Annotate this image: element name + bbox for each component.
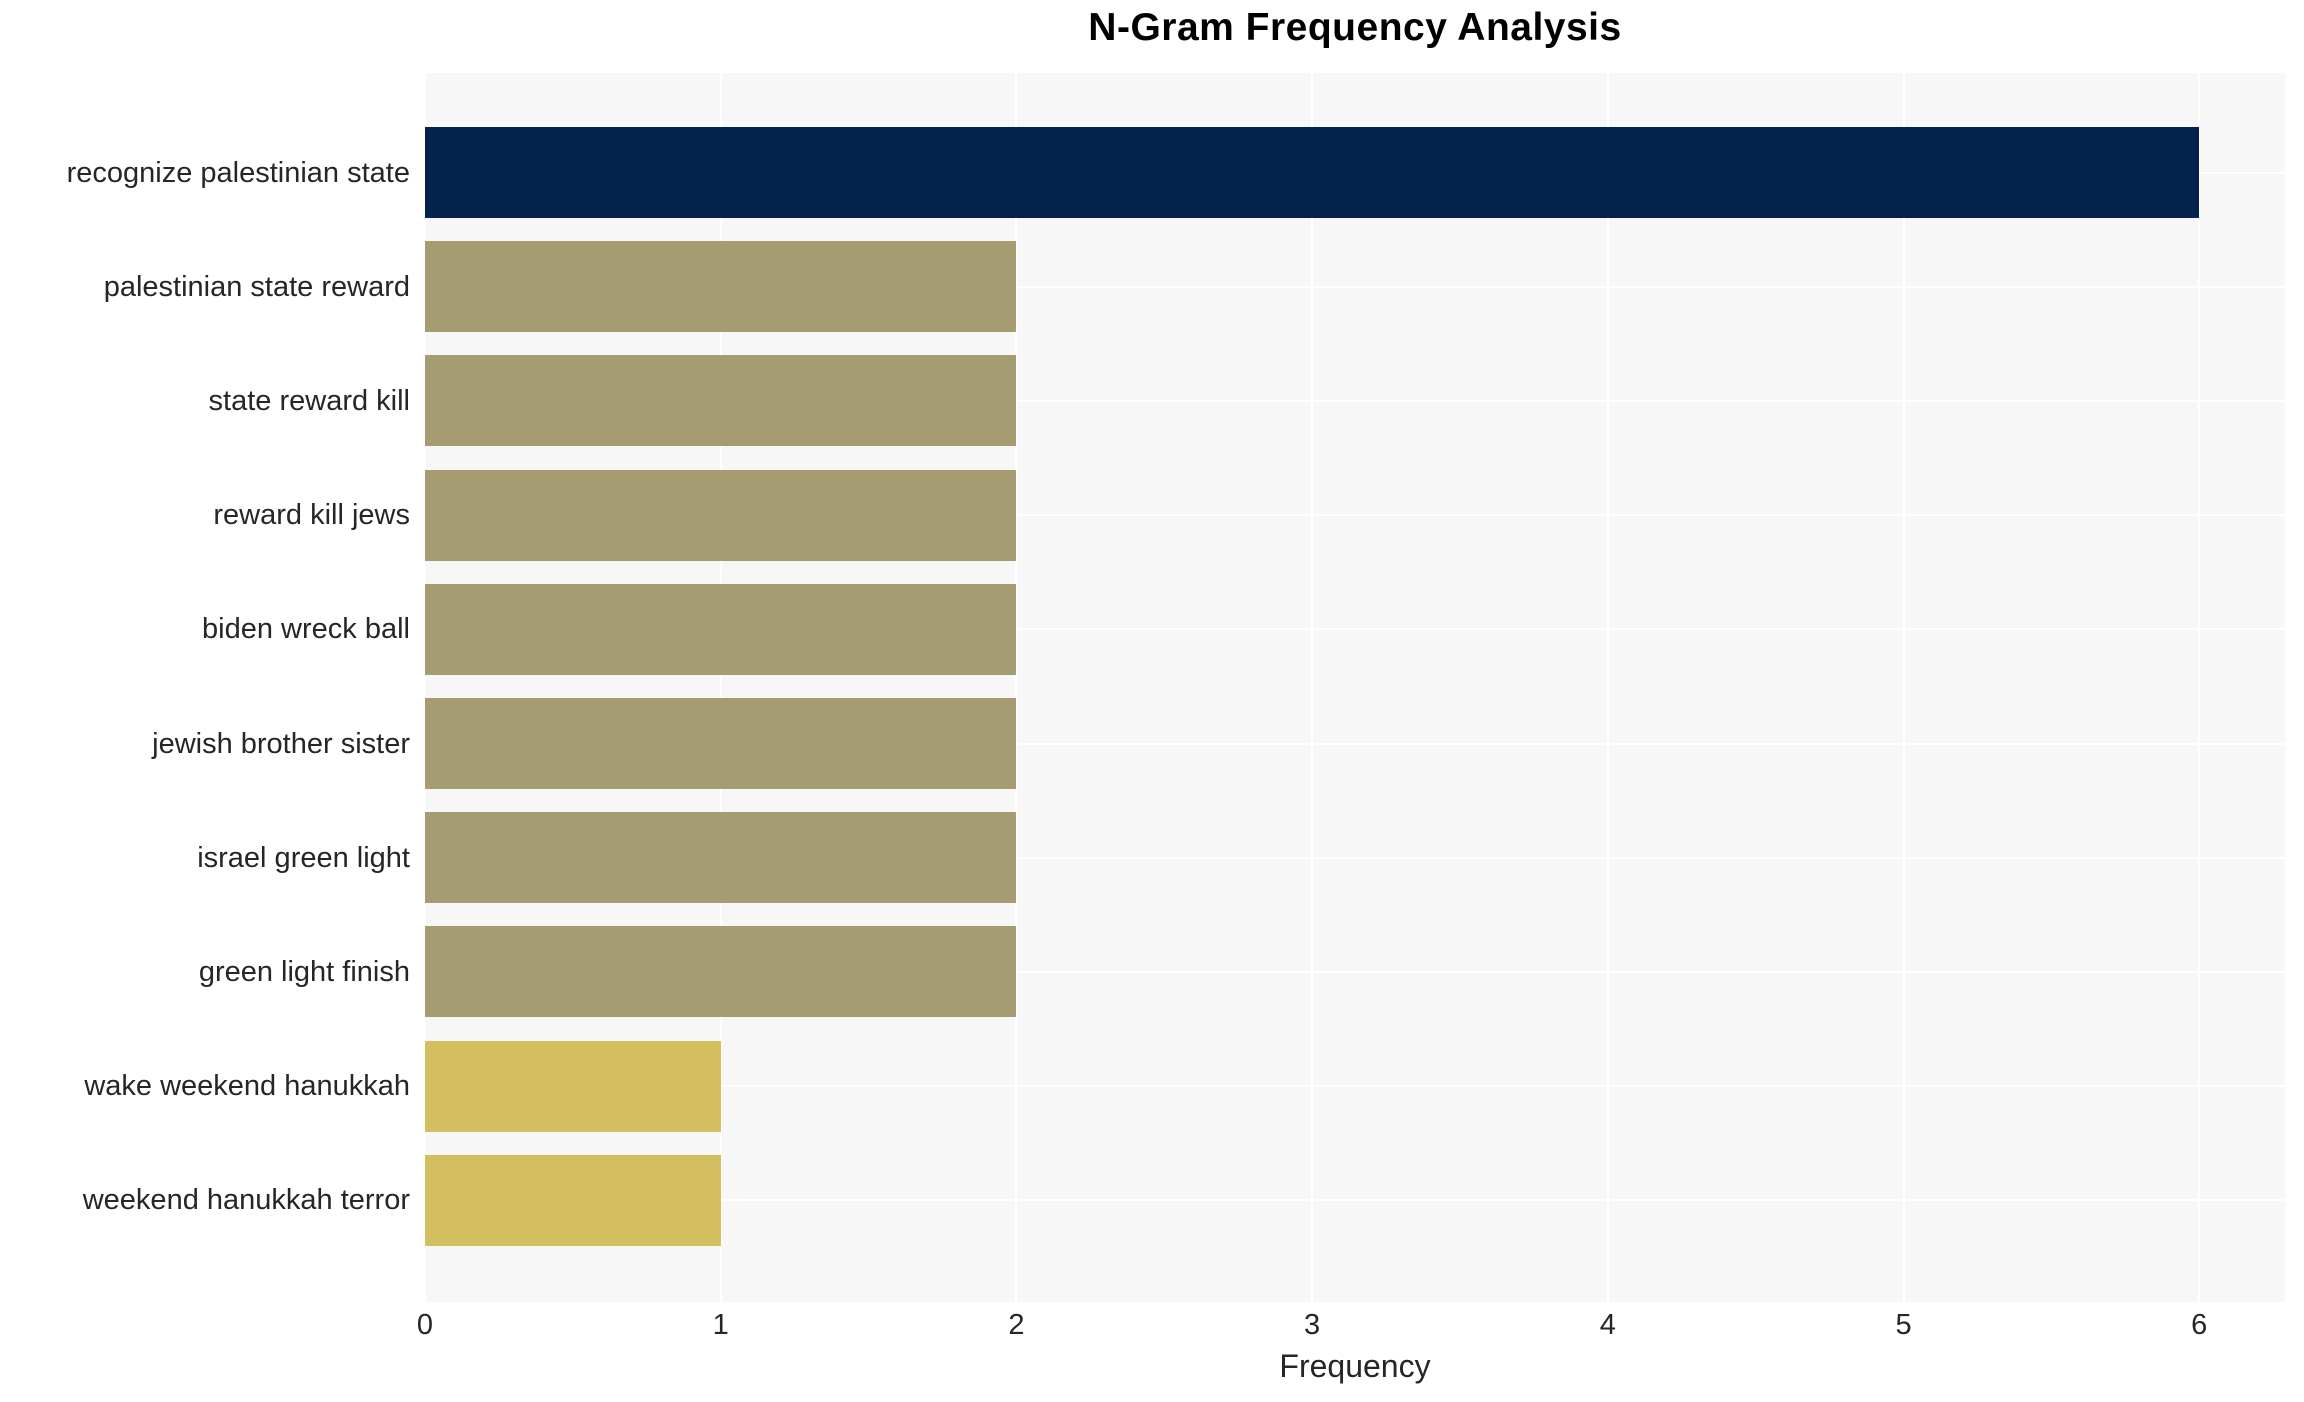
bar: [425, 1154, 721, 1246]
gridline-vertical: [1902, 73, 1905, 1302]
x-axis-label: Frequency: [1279, 1348, 1431, 1384]
gridline-horizontal: [425, 742, 2285, 745]
gridline-horizontal: [425, 1085, 2285, 1088]
gridline-vertical: [1606, 73, 1609, 1302]
x-tick-label: 5: [1895, 1309, 1912, 1341]
category-label: israel green light: [197, 841, 410, 874]
category-label: weekend hanukkah terror: [82, 1184, 410, 1217]
gridline-vertical: [1311, 73, 1314, 1302]
gridline-vertical: [719, 73, 722, 1302]
category-label: state reward kill: [208, 384, 410, 417]
gridline-vertical: [425, 73, 426, 1302]
category-label: recognize palestinian state: [66, 156, 410, 189]
category-label: green light finish: [198, 955, 410, 988]
bar: [425, 127, 2200, 218]
bar: [425, 926, 1017, 1018]
x-tick-label: 3: [1304, 1309, 1321, 1341]
bar: [425, 241, 1017, 333]
gridline-horizontal: [425, 1199, 2285, 1202]
gridline-vertical: [2198, 73, 2201, 1302]
x-tick-label: 1: [712, 1309, 729, 1341]
x-tick-label: 0: [416, 1309, 434, 1341]
category-label: palestinian state reward: [103, 270, 410, 303]
plot-area: [425, 73, 2285, 1302]
category-label: biden wreck ball: [202, 613, 410, 646]
bar: [425, 1040, 721, 1132]
bar: [425, 698, 1017, 789]
gridline-horizontal: [425, 399, 2285, 402]
bar: [425, 355, 1017, 447]
category-label: wake weekend hanukkah: [84, 1070, 410, 1103]
gridline-horizontal: [425, 856, 2285, 859]
chart-title: N-Gram Frequency Analysis: [1088, 6, 1622, 49]
gridline-vertical: [1015, 73, 1018, 1302]
x-tick-label: 2: [1008, 1309, 1025, 1341]
x-tick-label: 4: [1599, 1309, 1616, 1341]
bar: [425, 583, 1017, 675]
gridline-horizontal: [425, 514, 2285, 517]
gridline-horizontal: [425, 628, 2285, 631]
gridline-horizontal: [425, 970, 2285, 973]
category-label: reward kill jews: [213, 499, 410, 532]
category-label: jewish brother sister: [152, 727, 410, 760]
bar: [425, 812, 1017, 904]
gridline-horizontal: [425, 285, 2285, 288]
x-tick-label: 6: [2191, 1309, 2208, 1341]
bar: [425, 469, 1017, 561]
